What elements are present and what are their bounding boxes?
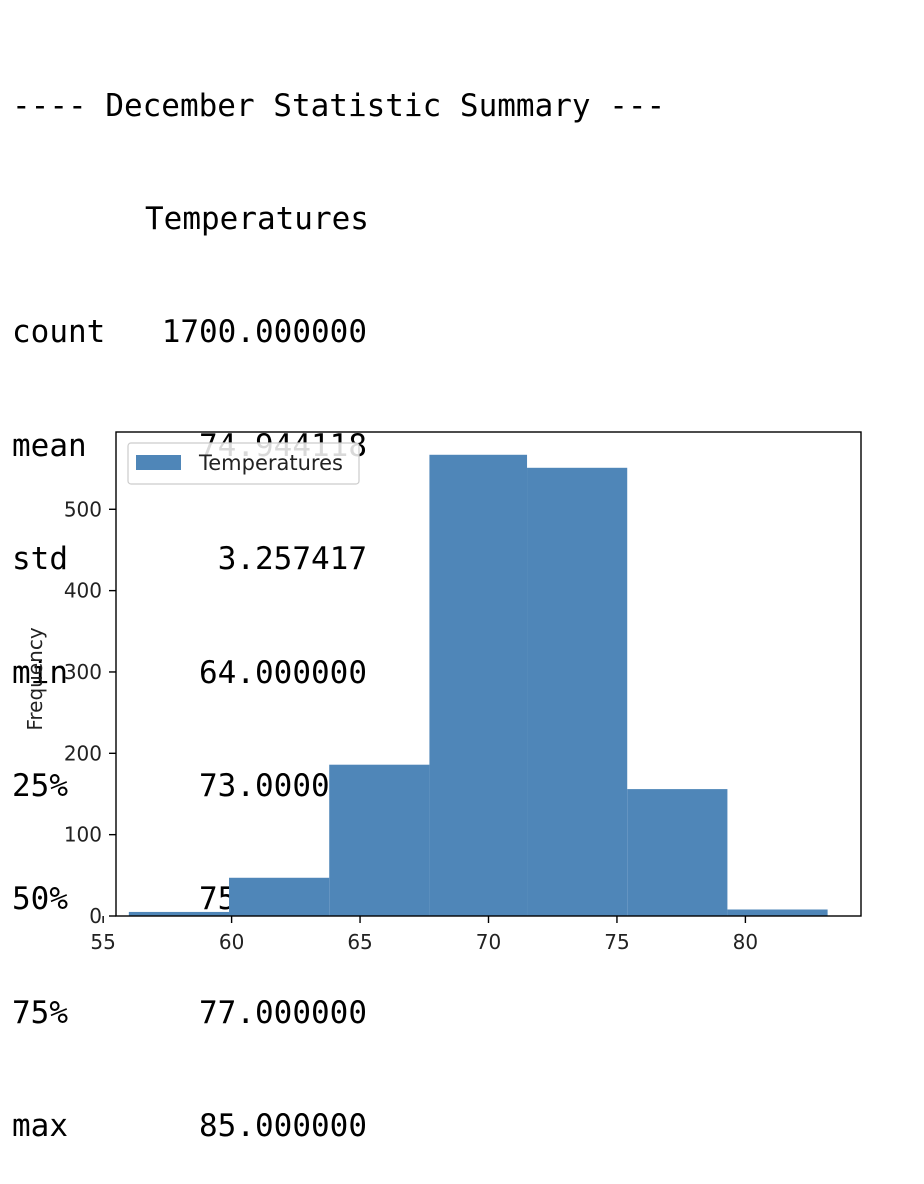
summary-row-label: 25% — [12, 767, 68, 804]
y-tick-label: 300 — [64, 660, 102, 684]
x-tick-label: 55 — [90, 930, 115, 954]
histogram-bar — [727, 909, 828, 916]
legend-swatch — [136, 455, 181, 470]
summary-row: min 64.000000 — [12, 655, 665, 693]
y-tick-label: 200 — [64, 741, 102, 765]
summary-row: max 85.000000 — [12, 1108, 665, 1146]
summary-row-label: std — [12, 541, 68, 578]
summary-row-value: 1700.000000 — [161, 314, 367, 351]
x-axis-ticks: 55 60 65 70 75 80 — [90, 916, 758, 954]
summary-row-label: max — [12, 1108, 68, 1145]
summary-row-label: mean — [12, 427, 87, 464]
summary-column-header-row: Temperatures — [12, 201, 665, 239]
x-tick-label: 75 — [604, 930, 629, 954]
legend-box — [127, 442, 360, 485]
summary-row-value: 64.000000 — [199, 654, 367, 691]
summary-row-label: count — [12, 314, 106, 351]
summary-row-value: 85.000000 — [199, 1108, 367, 1145]
histogram-bar — [429, 454, 528, 916]
histogram-bar — [128, 911, 230, 916]
x-tick-label: 70 — [476, 930, 501, 954]
legend-label: Temperatures — [198, 451, 343, 475]
y-tick-label: 500 — [64, 497, 102, 521]
summary-title: ---- December Statistic Summary --- — [12, 87, 666, 124]
y-axis-label: Frequency — [23, 627, 47, 730]
summary-row: count 1700.000000 — [12, 314, 665, 352]
y-axis-ticks: 0 100 200 300 400 500 — [64, 497, 116, 928]
y-tick-label: 0 — [89, 904, 102, 928]
x-tick-label: 65 — [347, 930, 372, 954]
summary-row-value: 77.000000 — [199, 994, 367, 1031]
histogram-bars — [128, 454, 828, 916]
summary-row-label: 50% — [12, 881, 68, 918]
summary-row-value: 3.257417 — [217, 541, 367, 578]
summary-row: 75% 77.000000 — [12, 995, 665, 1033]
histogram-bar — [229, 877, 330, 916]
legend: Temperatures — [127, 442, 360, 485]
summary-column-header: Temperatures — [145, 200, 369, 237]
summary-row-label: min — [12, 654, 68, 691]
histogram-bar — [329, 764, 430, 916]
summary-row: std 3.257417 — [12, 541, 665, 579]
histogram-bar — [527, 467, 628, 916]
x-tick-label: 80 — [733, 930, 758, 954]
summary-row-label: 75% — [12, 994, 68, 1031]
x-tick-label: 60 — [219, 930, 244, 954]
y-tick-label: 100 — [64, 823, 102, 847]
histogram-bar — [627, 789, 728, 916]
y-tick-label: 400 — [64, 579, 102, 603]
